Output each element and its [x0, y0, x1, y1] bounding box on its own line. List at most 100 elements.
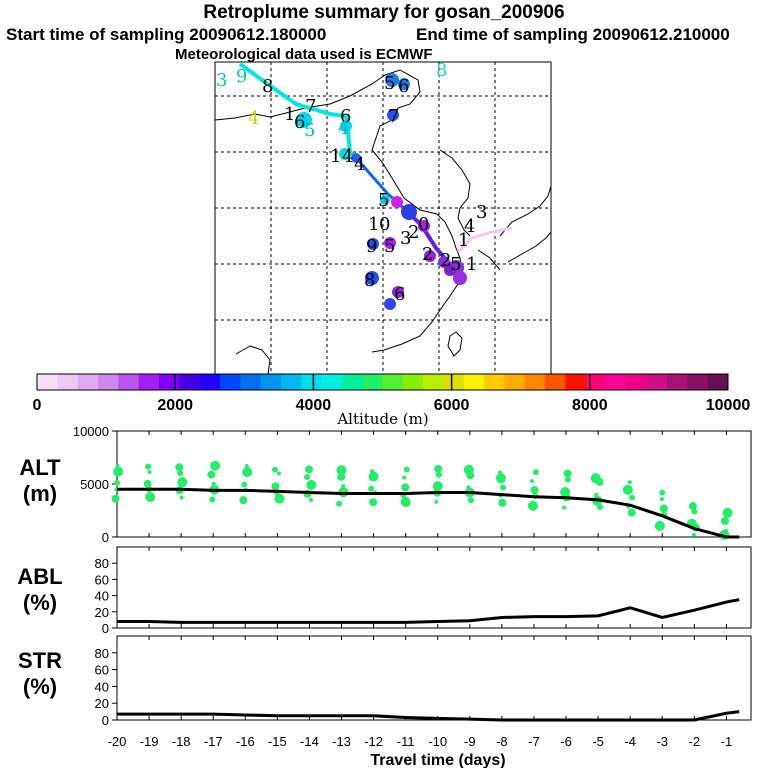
alt-point	[659, 489, 666, 496]
x-tick-label: -1	[721, 734, 733, 749]
map-label: 8	[364, 270, 375, 291]
colorbar-tick-label: 6000	[434, 397, 470, 414]
colorbar-swatch	[179, 374, 201, 390]
x-tick-label: -17	[204, 734, 223, 749]
map-label: 2	[440, 250, 451, 271]
alt-point	[597, 504, 604, 511]
colorbar-swatch	[687, 374, 709, 390]
alt-point	[434, 499, 439, 504]
alt-point	[207, 470, 216, 479]
alt-point	[622, 484, 633, 495]
map-coastline	[214, 69, 463, 353]
colorbar-swatch	[280, 374, 302, 390]
colorbar-swatch	[57, 374, 79, 390]
map-marker	[384, 298, 396, 310]
colorbar-swatch	[402, 374, 424, 390]
alt-point	[368, 485, 375, 492]
alt-point	[527, 500, 538, 511]
alt-point	[466, 485, 471, 490]
map-markers	[296, 73, 467, 310]
end-time-label: End time of sampling 20090612.210000	[416, 25, 730, 44]
panel-abl-line	[117, 598, 740, 624]
alt-panel: 0 5000 10000	[73, 424, 752, 545]
alt-point	[274, 493, 285, 504]
alt-point	[562, 505, 567, 510]
alt-title: ALT	[19, 455, 61, 480]
alt-point	[691, 532, 696, 537]
map-label: 6	[294, 112, 305, 133]
met-data-label: Meteorological data used is ECMWF	[175, 46, 433, 63]
alt-point	[530, 486, 539, 495]
colorbar-swatch	[260, 374, 282, 390]
alt-point	[242, 467, 253, 478]
map-marker	[401, 204, 417, 220]
x-tick-label: -15	[268, 734, 287, 749]
x-tick-label: -13	[332, 734, 351, 749]
y-tick-label: 60	[95, 663, 109, 678]
map-label: 6	[394, 284, 405, 305]
chart-title: Retroplume summary for gosan_200906	[203, 2, 565, 23]
map-coastline-hainan	[235, 345, 271, 375]
colorbar-tick-label: 4000	[296, 397, 332, 414]
altitude-colorbar: 0 2000 4000 6000 8000 10000 Altitude (m)	[33, 373, 750, 428]
alt-point	[401, 483, 410, 492]
x-tick-label: -8	[496, 734, 508, 749]
map-coastline-japan	[477, 185, 552, 271]
x-tick-label: -16	[236, 734, 255, 749]
map-label: 1	[330, 146, 341, 167]
y-tick-label: 5000	[80, 477, 109, 492]
alt-point	[629, 494, 636, 501]
alt-point	[659, 497, 664, 502]
colorbar-tick-label: 2000	[157, 397, 193, 414]
alt-point	[688, 502, 697, 511]
map-label: 2	[422, 244, 433, 265]
alt-point	[111, 494, 120, 503]
colorbar-title: Altitude (m)	[336, 410, 428, 428]
colorbar-tick-label: 0	[33, 397, 42, 414]
map-label: 5	[378, 190, 389, 211]
map-grid	[215, 62, 551, 374]
map-label: 4	[464, 216, 475, 237]
y-tick-label: 40	[95, 679, 109, 694]
y-tick-label: 20	[95, 605, 109, 620]
map-marker	[367, 238, 379, 250]
str-panel-label: STR (%)	[0, 648, 80, 700]
map-label: 4	[338, 118, 349, 139]
alt-point	[241, 481, 248, 488]
map-label: 7	[305, 96, 316, 117]
alt-point	[113, 466, 124, 477]
panel-frame	[116, 635, 752, 721]
alt-point	[402, 475, 407, 480]
map-label: 6	[340, 106, 351, 127]
colorbar-swatch	[606, 374, 627, 390]
alt-point	[724, 528, 729, 533]
map-label: 8	[436, 60, 447, 81]
alt-point	[143, 479, 152, 488]
panel-str-line	[117, 710, 740, 722]
str-unit: (%)	[22, 674, 58, 699]
start-time-label: Start time of sampling 20090612.180000	[6, 25, 327, 44]
colorbar-swatch	[138, 374, 160, 390]
colorbar-swatch	[626, 374, 648, 390]
alt-mean-line	[117, 487, 740, 539]
colorbar-swatch	[321, 374, 343, 390]
x-tick-label: -14	[300, 734, 319, 749]
x-tick-label: -7	[528, 734, 540, 749]
map-marker	[387, 109, 399, 121]
map-marker	[424, 250, 436, 262]
colorbar-swatch	[97, 374, 119, 390]
alt-point	[594, 492, 599, 497]
map-marker	[339, 148, 351, 160]
alt-panel-label: ALT (m)	[0, 455, 80, 507]
map-label: 1	[284, 104, 295, 125]
x-tick-label: -4	[624, 734, 636, 749]
alt-point	[368, 471, 379, 482]
colorbar-swatch	[585, 374, 607, 390]
x-tick-label: -5	[592, 734, 604, 749]
alt-point	[308, 497, 313, 502]
y-tick-label: 20	[95, 696, 109, 711]
